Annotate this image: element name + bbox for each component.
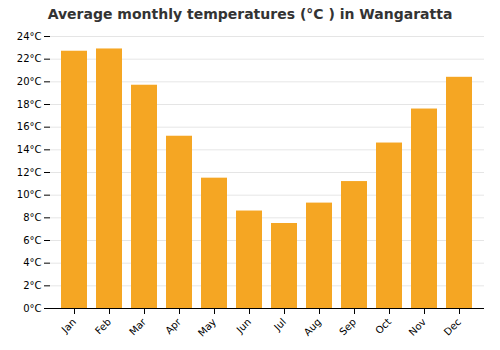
svg-text:20°C: 20°C xyxy=(17,76,42,87)
svg-text:8°C: 8°C xyxy=(23,212,41,223)
svg-text:10°C: 10°C xyxy=(17,189,42,200)
svg-text:12°C: 12°C xyxy=(17,167,42,178)
svg-text:24°C: 24°C xyxy=(17,31,42,42)
svg-text:14°C: 14°C xyxy=(17,144,42,155)
svg-text:6°C: 6°C xyxy=(23,235,41,246)
svg-text:Mar: Mar xyxy=(127,316,149,338)
svg-text:Jan: Jan xyxy=(59,316,78,335)
svg-text:Nov: Nov xyxy=(407,316,429,338)
svg-text:Aug: Aug xyxy=(302,316,324,338)
html-text:Average monthly temperatures (: Average monthly temperatures (°C ) in Wa… xyxy=(47,6,453,22)
svg-text:May: May xyxy=(196,316,218,338)
svg-text:18°C: 18°C xyxy=(17,99,42,110)
svg-text:Apr: Apr xyxy=(163,316,184,337)
svg-text:Dec: Dec xyxy=(442,316,463,337)
svg-text:Oct: Oct xyxy=(373,316,393,336)
svg-text:Feb: Feb xyxy=(93,316,113,336)
svg-text:2°C: 2°C xyxy=(23,280,41,291)
svg-text:16°C: 16°C xyxy=(17,121,42,132)
svg-text:Jun: Jun xyxy=(234,316,254,336)
svg-text:0°C: 0°C xyxy=(23,303,41,314)
svg-text:22°C: 22°C xyxy=(17,53,42,64)
svg-text:4°C: 4°C xyxy=(23,257,41,268)
svg-text:Jul: Jul xyxy=(271,316,288,333)
svg-text:Sep: Sep xyxy=(337,316,358,337)
